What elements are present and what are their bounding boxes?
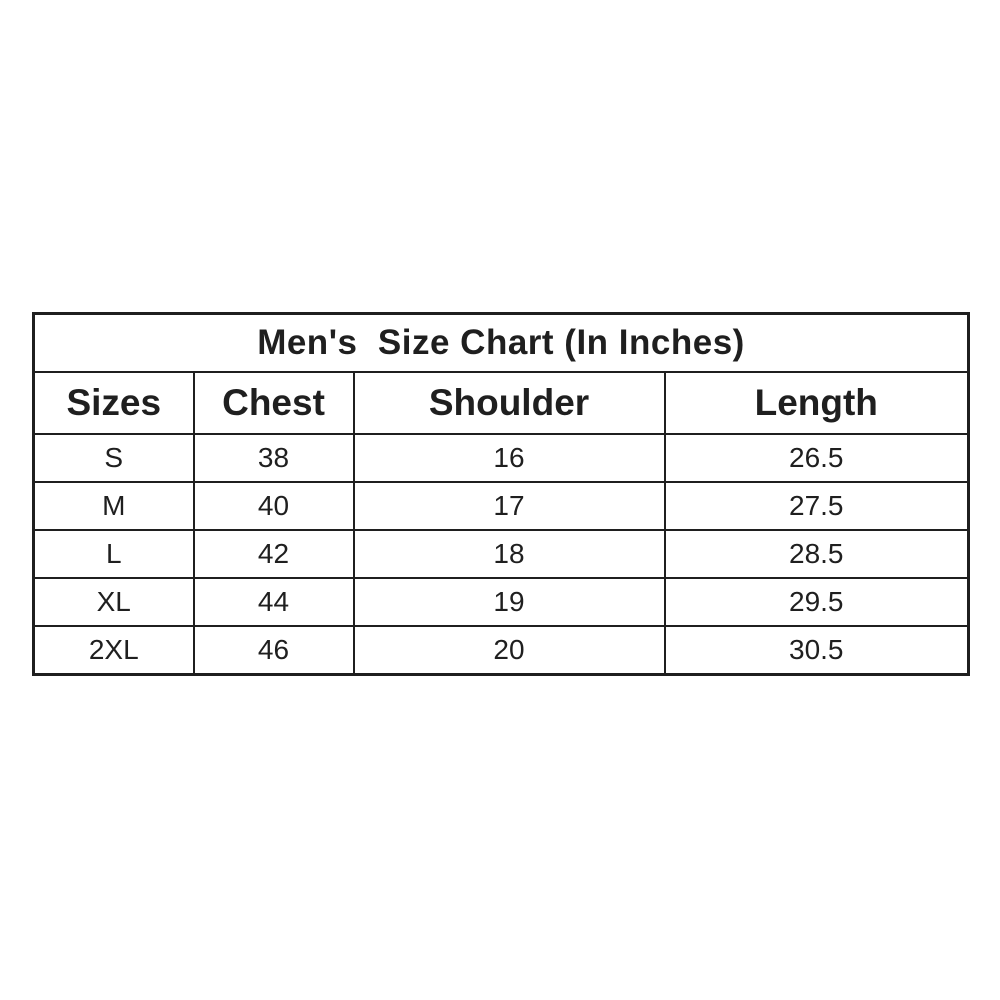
cell-shoulder: 18: [352, 529, 666, 579]
table-row-xl: XL 44 19 29.5: [32, 577, 970, 627]
column-header-chest: Chest: [192, 371, 355, 435]
cell-chest: 44: [192, 577, 355, 627]
cell-length: 27.5: [663, 481, 970, 531]
column-header-shoulder: Shoulder: [352, 371, 666, 435]
cell-shoulder: 19: [352, 577, 666, 627]
cell-chest: 38: [192, 433, 355, 483]
column-header-length: Length: [663, 371, 970, 435]
cell-shoulder: 16: [352, 433, 666, 483]
table-row-2xl: 2XL 46 20 30.5: [32, 625, 970, 676]
cell-size: XL: [32, 577, 195, 627]
cell-chest: 40: [192, 481, 355, 531]
cell-size: M: [32, 481, 195, 531]
cell-size: L: [32, 529, 195, 579]
cell-shoulder: 17: [352, 481, 666, 531]
column-header-sizes: Sizes: [32, 371, 195, 435]
cell-chest: 46: [192, 625, 355, 676]
cell-length: 26.5: [663, 433, 970, 483]
cell-length: 30.5: [663, 625, 970, 676]
cell-shoulder: 20: [352, 625, 666, 676]
table-title: Men's Size Chart (In Inches): [32, 312, 970, 373]
table-row-m: M 40 17 27.5: [32, 481, 970, 531]
size-chart-table: Men's Size Chart (In Inches) Sizes Chest…: [32, 312, 971, 676]
table-row-l: L 42 18 28.5: [32, 529, 970, 579]
cell-chest: 42: [192, 529, 355, 579]
title-row: Men's Size Chart (In Inches): [32, 312, 970, 373]
cell-size: S: [32, 433, 195, 483]
cell-length: 29.5: [663, 577, 970, 627]
cell-size: 2XL: [32, 625, 195, 676]
table-row-s: S 38 16 26.5: [32, 433, 970, 483]
header-row: Sizes Chest Shoulder Length: [32, 371, 970, 435]
cell-length: 28.5: [663, 529, 970, 579]
